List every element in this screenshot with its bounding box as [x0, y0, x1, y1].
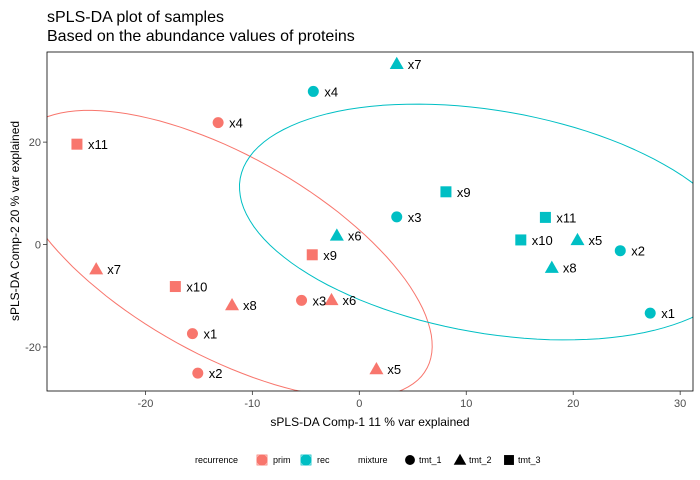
point-label: x5	[588, 233, 602, 248]
x-tick-label: 20	[567, 398, 579, 410]
chart-subtitle: Based on the abundance values of protein…	[47, 28, 355, 45]
point-label: x7	[408, 57, 422, 72]
x-tick-label: -20	[137, 398, 153, 410]
legend-label-tmt-2: tmt_2	[469, 455, 492, 465]
data-point	[307, 85, 319, 97]
legend: recurrence prim rec mixture tmt_1 tmt_2 tmt_3	[195, 453, 541, 466]
data-point	[329, 228, 344, 241]
plot-panel-border	[46, 51, 694, 392]
data-point	[186, 328, 198, 340]
data-point	[644, 307, 656, 319]
point-label: x6	[342, 293, 356, 308]
data-point	[89, 262, 104, 275]
point-label: x5	[387, 362, 401, 377]
data-point	[440, 186, 452, 198]
data-point	[169, 281, 181, 293]
data-point	[391, 211, 403, 223]
data-point	[570, 232, 585, 246]
x-tick-label: 0	[356, 398, 362, 410]
y-axis-label: sPLS-DA Comp-2 20 % var explained	[8, 121, 22, 321]
point-label: x7	[107, 262, 121, 277]
point-label: x8	[563, 261, 577, 276]
legend-label-tmt-3: tmt_3	[518, 455, 541, 465]
y-tick-label: 0	[35, 240, 41, 252]
legend-key-rec	[300, 454, 312, 466]
point-label: x10	[186, 280, 207, 295]
axes-layer: -20 -10 0 10 20 30 -20 0 20	[25, 137, 686, 410]
point-label: x11	[88, 137, 108, 152]
data-point	[544, 260, 559, 273]
legend-label-prim: prim	[273, 455, 291, 465]
confidence-ellipse-rec	[238, 103, 693, 341]
data-point	[389, 56, 404, 70]
data-point	[296, 294, 308, 306]
data-point	[306, 249, 318, 261]
x-axis-label: sPLS-DA Comp-1 11 % var explained	[270, 415, 469, 429]
point-label: x2	[631, 244, 645, 259]
point-label: x8	[243, 298, 257, 313]
x-tick-label: -10	[244, 398, 260, 410]
point-label: x9	[457, 185, 471, 200]
legend-key-prim-box	[256, 454, 268, 466]
points-layer	[71, 56, 656, 379]
data-point	[225, 297, 240, 311]
y-tick-label: 20	[29, 137, 41, 149]
point-label: x3	[313, 293, 327, 308]
legend-label-tmt-1: tmt_1	[419, 455, 442, 465]
x-tick-label: 30	[674, 398, 686, 410]
data-point	[515, 234, 527, 246]
y-tick-label: -20	[25, 342, 41, 354]
ellipse-layer	[47, 103, 693, 391]
data-point	[71, 138, 83, 150]
confidence-ellipse-prim	[47, 109, 433, 391]
legend-key-rec-box	[300, 454, 312, 466]
point-label: x11	[556, 210, 576, 225]
point-label: x9	[323, 248, 337, 263]
point-label: x10	[532, 233, 553, 248]
data-point	[539, 211, 551, 223]
point-label: x3	[408, 210, 422, 225]
point-label: x1	[203, 327, 217, 342]
point-label: x4	[229, 116, 243, 131]
legend-key-prim	[256, 454, 268, 466]
data-point	[192, 367, 204, 379]
legend-mixture-title: mixture	[358, 455, 388, 465]
x-tick-label: 10	[460, 398, 472, 410]
chart-title: sPLS-DA plot of samples	[47, 9, 224, 26]
legend-key-tmt-2	[453, 453, 467, 465]
legend-label-rec: rec	[317, 455, 330, 465]
point-label: x2	[209, 366, 223, 381]
data-point	[614, 245, 626, 257]
point-label: x6	[348, 228, 362, 243]
point-label: x1	[661, 306, 675, 321]
data-point	[369, 361, 384, 375]
legend-key-tmt-3	[504, 455, 514, 465]
data-point	[212, 117, 224, 129]
legend-recurrence-title: recurrence	[195, 455, 238, 465]
data-point	[324, 292, 339, 306]
point-label: x4	[324, 84, 338, 99]
legend-key-tmt-1	[405, 455, 415, 465]
